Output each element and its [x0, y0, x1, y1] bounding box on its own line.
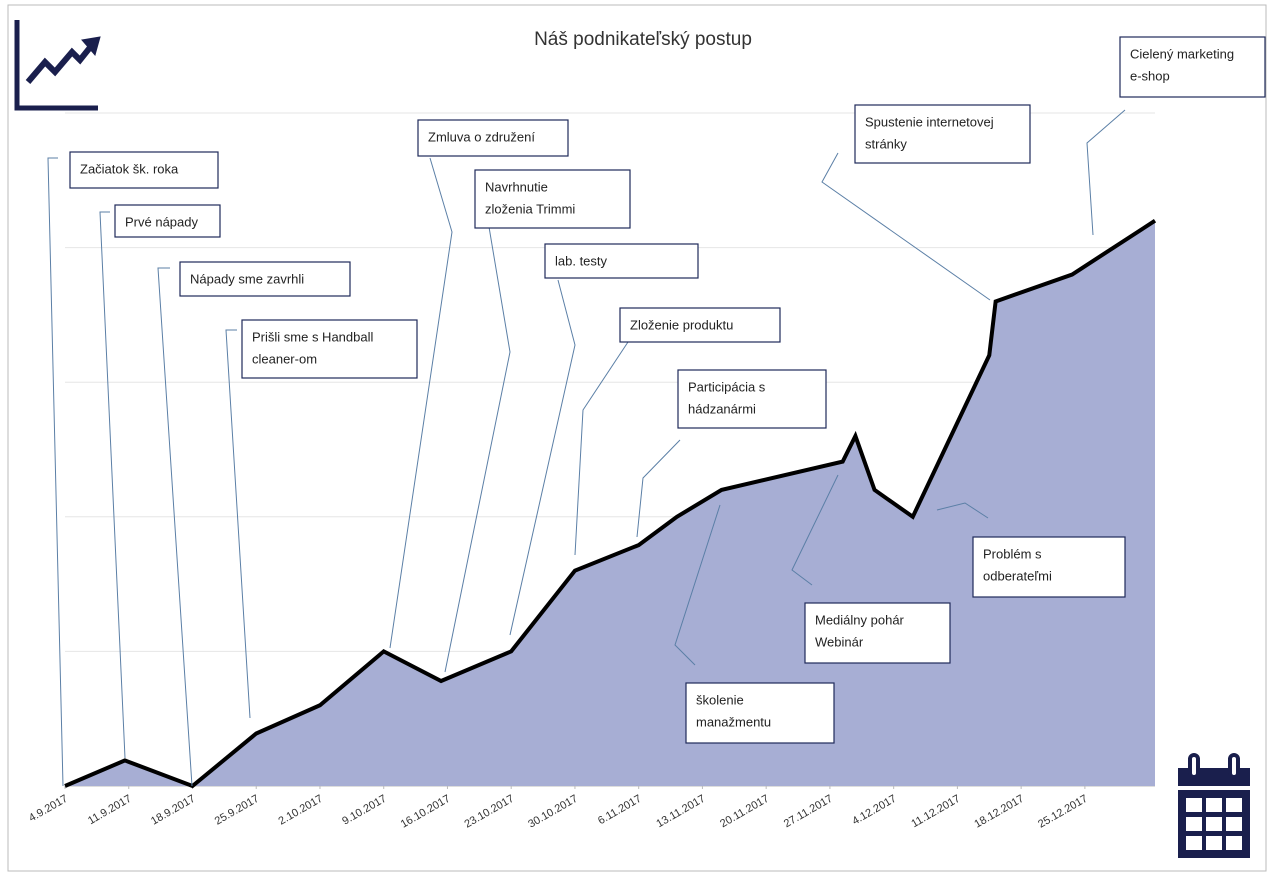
leader-line — [157, 267, 193, 787]
annotation-text: hádzanármi — [688, 401, 756, 416]
x-tick-label: 6.11.2017 — [596, 793, 644, 827]
annotation: Prvé nápady — [99, 204, 221, 759]
leader-line — [936, 502, 989, 519]
annotation-box — [804, 602, 951, 664]
annotation-text: Cielený marketing — [1130, 46, 1234, 61]
annotation: Začiatok šk. roka — [47, 151, 219, 787]
annotation-text: Nápady sme zavrhli — [190, 271, 304, 286]
leader-line — [389, 157, 453, 649]
leader-line — [99, 211, 126, 759]
annotation-text: Spustenie internetovej — [865, 114, 994, 129]
annotation-text: manažmentu — [696, 714, 771, 729]
annotation-text: Participácia s — [688, 379, 766, 394]
annotation-text: Problém s — [983, 546, 1042, 561]
annotation: Prišli sme s Handball cleaner-om — [225, 319, 418, 719]
annotation-box — [417, 119, 569, 157]
annotation: Problém s odberateľmi — [936, 502, 1126, 598]
chart-title: Náš podnikateľský postup — [534, 29, 752, 50]
annotation-text: zloženia Trimmi — [485, 201, 575, 216]
x-tick-label: 25.9.2017 — [213, 793, 261, 828]
annotation: lab. testy — [509, 243, 699, 636]
annotation-box — [619, 307, 781, 343]
annotation-box — [69, 151, 219, 189]
annotation-text: stránky — [865, 136, 907, 151]
annotation-text: cleaner-om — [252, 351, 317, 366]
x-tick-label: 18.9.2017 — [149, 793, 197, 828]
leader-line — [444, 214, 511, 673]
line — [64, 219, 1157, 789]
leader-line — [821, 152, 991, 301]
leader-line — [225, 329, 251, 719]
annotation: Cielený marketing e-shop — [1086, 36, 1266, 236]
chart-icon — [14, 20, 101, 111]
x-tick-label: 16.10.2017 — [399, 793, 453, 831]
x-tick-label: 2.10.2017 — [277, 793, 325, 828]
annotation: Zmluva o združení — [389, 119, 569, 649]
annotation: Nápady sme zavrhli — [157, 261, 351, 787]
annotation-box — [544, 243, 699, 279]
annotation-box — [854, 104, 1031, 164]
annotation: Zloženie produktu — [574, 307, 781, 556]
annotation-text: Navrhnutie — [485, 179, 548, 194]
leader-line — [636, 439, 681, 538]
annotation-box — [241, 319, 418, 379]
leader-line — [1086, 109, 1126, 236]
annotation-text: Webinár — [815, 634, 864, 649]
x-tick-label: 11.12.2017 — [909, 793, 962, 831]
annotation-text: Prišli sme s Handball — [252, 329, 373, 344]
annotation-text: Zloženie produktu — [630, 317, 733, 332]
frame — [7, 4, 1267, 872]
annotation-text: Mediálny pohár — [815, 612, 905, 627]
calendar-icon — [1178, 753, 1250, 858]
annotation-box — [1119, 36, 1266, 98]
annotation-box — [114, 204, 221, 238]
annotation-box — [179, 261, 351, 297]
x-tick-label: 20.11.2017 — [718, 793, 771, 831]
annotation-text: školenie — [696, 692, 744, 707]
x-tick-label: 23.10.2017 — [462, 793, 516, 831]
annotation-text: Zmluva o združení — [428, 129, 535, 144]
annotation-text: lab. testy — [555, 253, 608, 268]
annotation-text: Začiatok šk. roka — [80, 161, 179, 176]
x-tick-label: 18.12.2017 — [972, 793, 1026, 831]
leader-line — [791, 474, 839, 586]
x-tick-label: 4.9.2017 — [27, 793, 70, 825]
annotation-box — [677, 369, 827, 429]
annotation: Spustenie internetovej stránky — [821, 104, 1031, 301]
leader-line — [574, 341, 629, 556]
leader-line — [674, 504, 721, 666]
annotation: Participácia s hádzanármi — [636, 369, 827, 538]
annotation-box — [685, 682, 835, 744]
annotation: Mediálny pohár Webinár — [791, 474, 951, 664]
x-tick-label: 27.11.2017 — [782, 793, 835, 831]
x-tick-label: 9.10.2017 — [340, 793, 388, 828]
x-tick-label: 30.10.2017 — [526, 793, 580, 831]
annotation-box — [972, 536, 1126, 598]
x-tick-label: 4.12.2017 — [850, 793, 898, 828]
x-tick-label: 25.12.2017 — [1036, 793, 1090, 831]
x-tick-label: 13.11.2017 — [654, 793, 707, 831]
leader-line — [47, 157, 64, 787]
annotation-text: Prvé nápady — [125, 214, 198, 229]
area — [65, 220, 1155, 786]
annotation: Navrhnutie zloženia Trimmi — [444, 169, 631, 673]
annotation-text: e-shop — [1130, 68, 1170, 83]
annotation-box — [474, 169, 631, 229]
leader-line — [509, 279, 576, 636]
x-tick-label: 11.9.2017 — [86, 793, 134, 827]
annotation: školenie manažmentu — [674, 504, 835, 744]
annotation-text: odberateľmi — [983, 568, 1052, 583]
